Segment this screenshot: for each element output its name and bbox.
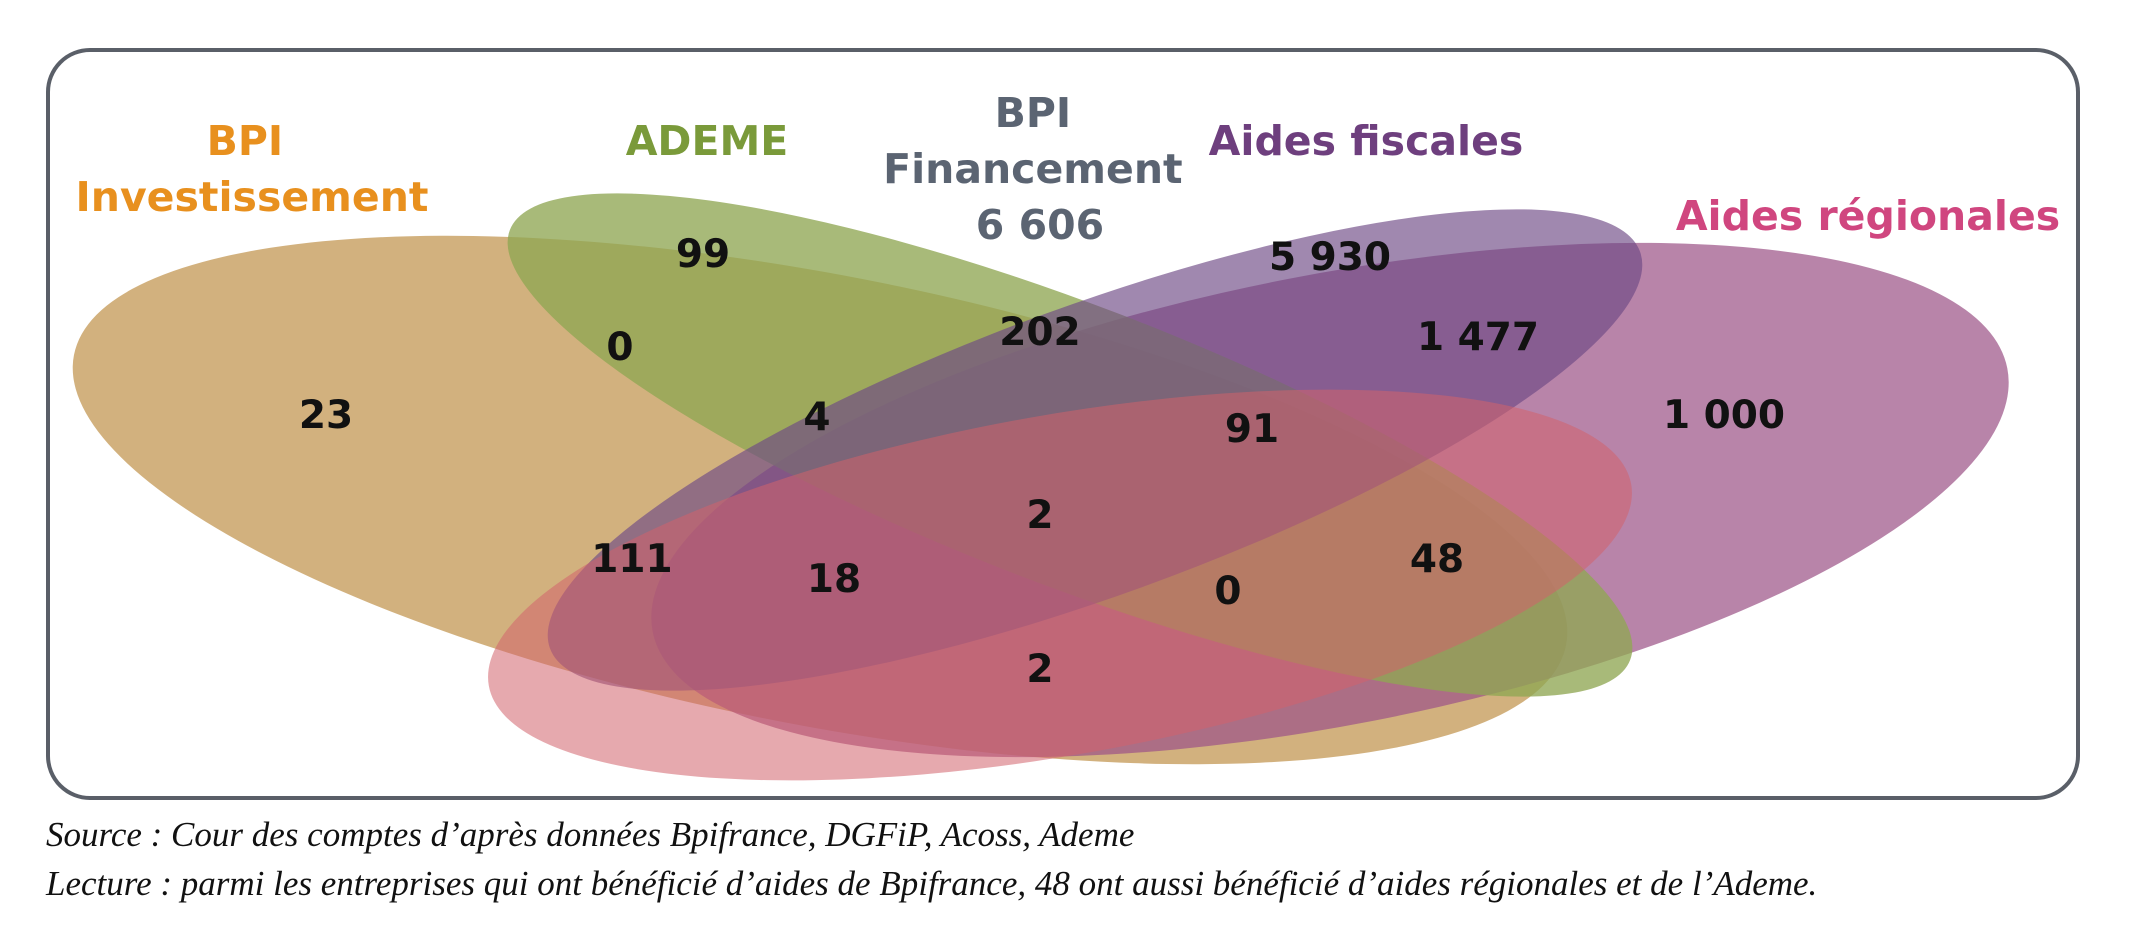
region-ademe-fiscal: 202: [999, 310, 1080, 355]
set-label-bpi-investissement: BPI Investissement: [76, 117, 429, 221]
region-bpi-inv-fin: 111: [591, 537, 672, 582]
region-fiscal-only: 5 930: [1269, 235, 1391, 280]
region-ademe-bpi-inv-fin: 4: [803, 395, 830, 440]
source-caption: Source : Cour des comptes d’après donnée…: [46, 815, 1135, 854]
region-fin-regional-ademe: 48: [1410, 537, 1464, 582]
set-label-aides-fiscales: Aides fiscales: [1209, 117, 1524, 165]
region-regional-only: 1 000: [1663, 393, 1785, 438]
lecture-caption: Lecture : parmi les entreprises qui ont …: [46, 864, 1818, 903]
region-ademe-fiscal-regional: 91: [1225, 407, 1279, 452]
set-label-bpi-financement: BPI Financement 6 606: [883, 89, 1197, 249]
region-bpi-inv-only: 23: [299, 393, 353, 438]
region-center-2-upper: 2: [1026, 493, 1053, 538]
set-label-ademe: ADEME: [626, 117, 789, 165]
set-bpi-financement-ellipse: [488, 389, 1632, 781]
region-ademe-bpi-inv: 0: [606, 325, 633, 370]
region-center-0: 0: [1214, 569, 1241, 614]
diagram-frame: [46, 48, 2080, 800]
region-fiscal-regional: 1 477: [1417, 315, 1539, 360]
region-center-2-lower: 2: [1026, 647, 1053, 692]
region-bpi-inv-fin-regional: 18: [807, 557, 861, 602]
set-label-aides-regionales: Aides régionales: [1676, 192, 2060, 240]
region-ademe-only: 99: [676, 232, 730, 277]
